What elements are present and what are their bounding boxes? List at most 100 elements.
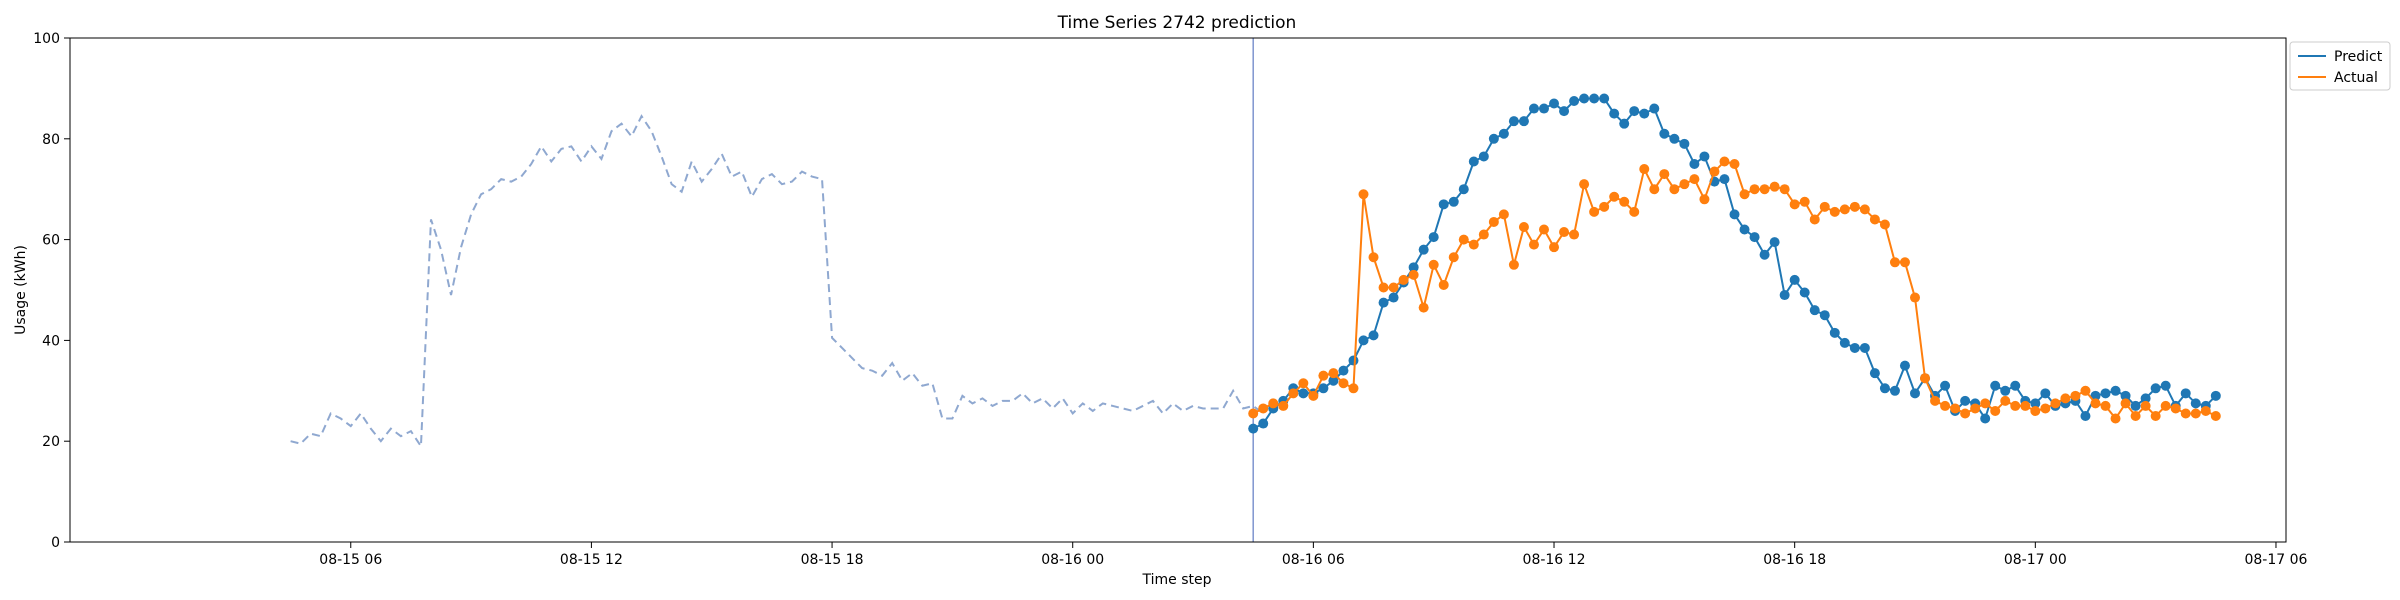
predict-point (2010, 380, 2021, 391)
actual-point (1308, 390, 1319, 401)
x-tick-label: 08-17 00 (2004, 552, 2067, 568)
predict-point (1809, 305, 1820, 316)
actual-point (2020, 400, 2031, 411)
predict-point (2190, 398, 2201, 409)
predict-point (1348, 355, 1359, 366)
actual-point (1649, 184, 1660, 195)
actual-point (2200, 405, 2211, 416)
plot-frame (69, 37, 2287, 543)
actual-point (1488, 216, 1499, 227)
actual-point (1318, 370, 1329, 381)
predict-point (1779, 290, 1790, 301)
actual-point (1518, 222, 1529, 232)
actual-point (1368, 252, 1379, 263)
actual-point (1378, 282, 1389, 293)
actual-point (2080, 385, 2091, 396)
actual-point (1960, 408, 1971, 419)
actual-point (1458, 234, 1469, 245)
predict-point (1559, 106, 1570, 117)
actual-point (1559, 227, 1570, 238)
predict-point (1960, 395, 1971, 406)
actual-point (1729, 159, 1740, 169)
actual-point (2060, 393, 2071, 404)
predict-point (1669, 133, 1680, 144)
predict-point (1629, 106, 1640, 117)
actual-point (1428, 259, 1439, 270)
predict-point (1448, 196, 1459, 207)
actual-point (1629, 206, 1640, 217)
actual-point (1328, 368, 1339, 379)
predict-point (2090, 390, 2101, 401)
predict-point (1338, 365, 1349, 376)
predict-point (1940, 380, 1951, 391)
x-tick-label: 08-15 12 (560, 552, 623, 568)
actual-point (1809, 214, 1820, 225)
x-tick-label: 08-16 12 (1523, 552, 1586, 568)
actual-point (1498, 209, 1509, 220)
actual-point (1258, 403, 1269, 414)
actual-point (1930, 395, 1941, 406)
actual-point (1358, 189, 1369, 200)
actual-point (1268, 398, 1279, 409)
actual-point (1589, 206, 1600, 217)
actual-point (1348, 383, 1359, 394)
actual-point (1599, 201, 1610, 212)
predict-point (2000, 385, 2011, 396)
predict-point (1258, 418, 1269, 429)
y-tick-label: 100 (33, 31, 60, 47)
y-tick-label: 0 (51, 535, 60, 551)
actual-point (1438, 279, 1449, 290)
predict-point (2100, 388, 2111, 399)
predict-point (1488, 133, 1499, 144)
actual-point (1719, 156, 1730, 167)
actual-point (2100, 400, 2111, 411)
actual-point (1819, 201, 1830, 212)
predict-point (1849, 342, 1860, 353)
predict-point (1438, 199, 1449, 210)
predict-point (1318, 383, 1329, 394)
actual-point (1579, 179, 1590, 190)
actual-point (2210, 411, 2221, 421)
predict-point (1619, 118, 1630, 129)
predict-point (1528, 103, 1539, 114)
predict-point (1749, 232, 1760, 243)
actual-point (1338, 378, 1349, 389)
actual-point (1468, 239, 1479, 250)
actual-point (1619, 196, 1630, 207)
predict-point (1649, 103, 1660, 114)
actual-point (2000, 395, 2011, 406)
predict-point (1408, 262, 1419, 273)
predict-point (1889, 385, 1900, 396)
predict-point (1428, 232, 1439, 243)
predict-point (1689, 159, 1700, 169)
actual-point (1298, 378, 1309, 389)
actual-point (2050, 398, 2061, 409)
actual-point (2190, 408, 2201, 419)
actual-point (1609, 191, 1620, 202)
actual-point (1659, 169, 1670, 180)
x-tick-label: 08-15 18 (801, 552, 864, 568)
actual-point (1829, 206, 1840, 217)
predict-point (1819, 310, 1830, 321)
predict-point (1458, 184, 1469, 195)
actual-point (1528, 239, 1539, 250)
predict-point (1729, 209, 1740, 220)
actual-point (2110, 413, 2121, 424)
actual-point (2180, 408, 2191, 419)
predict-point (1990, 380, 2001, 391)
predict-point (1869, 368, 1880, 379)
predict-point (1508, 116, 1519, 127)
predict-point (2030, 398, 2041, 409)
legend: Predict Actual (2289, 41, 2391, 91)
actual-point (1248, 408, 1259, 419)
actual-point (1278, 400, 1289, 411)
actual-point (1889, 257, 1900, 268)
predict-point (2160, 380, 2171, 391)
actual-point (1970, 403, 1981, 414)
actual-point (2070, 390, 2081, 401)
x-tick-label: 08-16 00 (1041, 552, 1104, 568)
predict-point (1418, 244, 1429, 255)
actual-point (1899, 257, 1910, 268)
predict-point (1769, 237, 1780, 248)
predict-point (2140, 393, 2151, 404)
